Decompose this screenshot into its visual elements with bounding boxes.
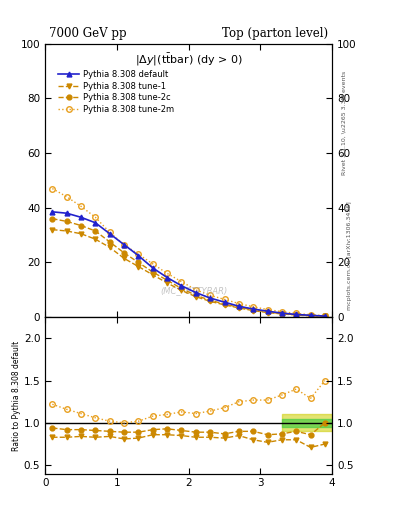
Text: 7000 GeV pp: 7000 GeV pp	[49, 27, 127, 40]
Text: mcplots.cern.ch [arXiv:1306.3436]: mcplots.cern.ch [arXiv:1306.3436]	[347, 202, 352, 310]
Text: Rivet 3.1.10, \u2265 3.3M events: Rivet 3.1.10, \u2265 3.3M events	[341, 71, 346, 175]
Text: Top (parton level): Top (parton level)	[222, 27, 328, 40]
Legend: Pythia 8.308 default, Pythia 8.308 tune-1, Pythia 8.308 tune-2c, Pythia 8.308 tu: Pythia 8.308 default, Pythia 8.308 tune-…	[55, 67, 178, 117]
Text: $|\Delta y|$(t$\bar{\rm t}$bar) (dy > 0): $|\Delta y|$(t$\bar{\rm t}$bar) (dy > 0)	[135, 52, 242, 68]
Text: (MC_FBTTYBAR): (MC_FBTTYBAR)	[161, 286, 228, 295]
Y-axis label: Ratio to Pythia 8.308 default: Ratio to Pythia 8.308 default	[12, 340, 21, 451]
